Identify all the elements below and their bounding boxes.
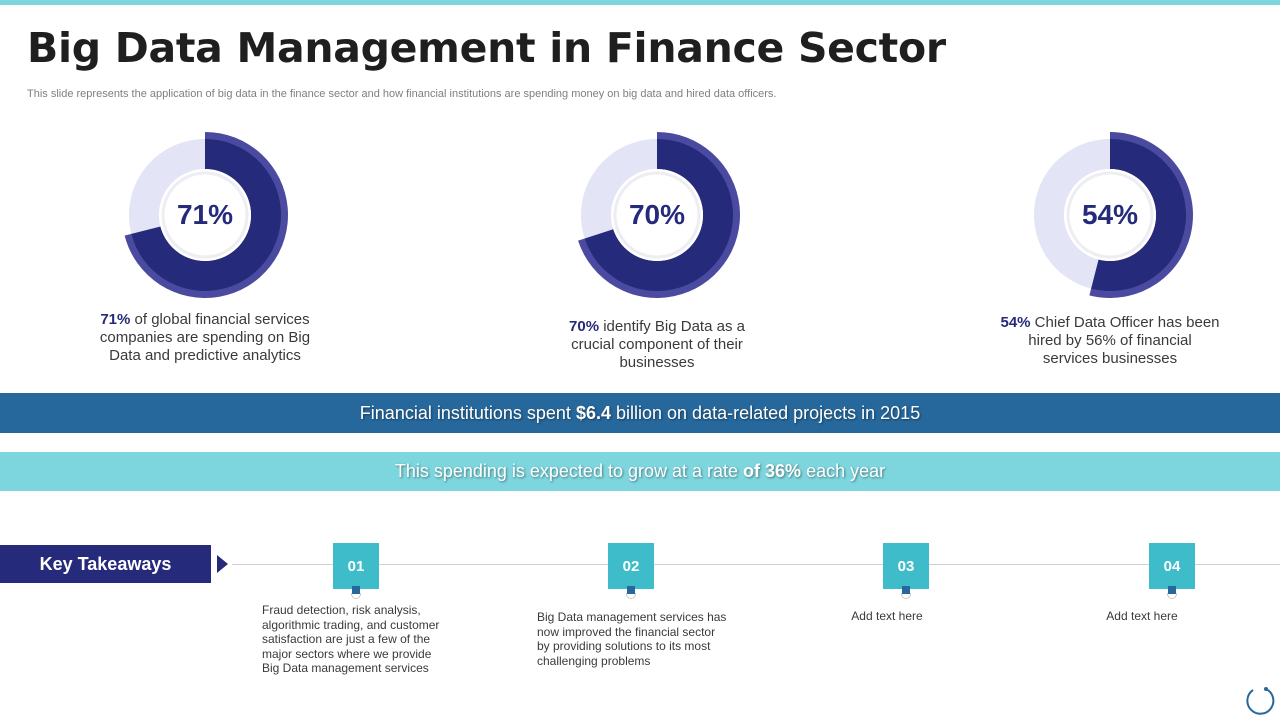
key-takeaways-label: Key Takeaways — [0, 545, 211, 583]
donut-caption-text-2: identify Big Data as a crucial component… — [571, 318, 745, 371]
step-dot-04 — [1168, 586, 1176, 594]
donut-3-remaining-slice — [1034, 139, 1110, 289]
spending-banner-post: billion on data-related projects in 2015 — [616, 402, 921, 423]
donut-caption-highlight-2: 70% — [569, 318, 600, 335]
donut-caption-text-1: of global financial services companies a… — [99, 311, 311, 364]
growth-banner: This spending is expected to grow at a r… — [0, 452, 1280, 491]
page-subtitle: This slide represents the application of… — [27, 88, 777, 100]
donut-svg-3 — [1034, 132, 1193, 298]
donut-1-inner-ring — [161, 171, 249, 259]
step-text-03: Add text here — [851, 609, 923, 623]
donut-chart-1: 71% — [115, 125, 295, 305]
donut-chart-2: 70% — [567, 125, 747, 305]
donut-2-hole — [611, 169, 703, 261]
step-number-02: 02 — [608, 543, 654, 589]
donut-1-value-slice — [131, 139, 281, 291]
timeline-line — [232, 564, 1280, 565]
donut-svg-1 — [124, 132, 288, 298]
step-dot-02 — [627, 586, 635, 594]
donut-1-remaining-slice — [129, 139, 205, 234]
donut-caption-highlight-3: 54% — [1000, 314, 1031, 331]
step-connector-04 — [1167, 593, 1177, 599]
step-dot-01 — [352, 586, 360, 594]
donut-2-remaining-slice — [581, 139, 657, 239]
donut-svg-2 — [578, 132, 740, 298]
step-number-04: 04 — [1149, 543, 1195, 589]
key-takeaways-arrow-icon — [217, 555, 228, 573]
spending-banner-pre: Financial institutions spent — [359, 402, 571, 423]
donut-1-hole — [159, 169, 251, 261]
donut-caption-text-3: Chief Data Officer has been hired by 56%… — [1028, 314, 1220, 367]
donut-3-value-slice — [1091, 139, 1186, 291]
step-number-03: 03 — [883, 543, 929, 589]
donut-3-hole — [1064, 169, 1156, 261]
donut-chart-3: 54% — [1020, 125, 1200, 305]
top-accent-strip — [0, 0, 1280, 5]
donut-caption-highlight-1: 71% — [100, 311, 131, 328]
growth-banner-pre: This spending is expected to grow at a r… — [394, 461, 739, 481]
donut-2-inner-ring — [613, 171, 701, 259]
donut-caption-2: 70% identify Big Data as a crucial compo… — [547, 318, 767, 372]
spending-banner-amount: $6.4 — [575, 402, 611, 423]
step-number-01: 01 — [333, 543, 379, 589]
spending-banner: Financial institutions spent $6.4 billio… — [0, 393, 1280, 433]
donut-3-inner-ring — [1066, 171, 1154, 259]
step-text-04: Add text here — [1106, 609, 1178, 623]
donut-caption-3: 54% Chief Data Officer has been hired by… — [1000, 314, 1220, 368]
step-dot-03 — [902, 586, 910, 594]
step-connector-01 — [351, 593, 361, 599]
page-title: Big Data Management in Finance Sector — [27, 24, 946, 72]
step-text-01: Fraud detection, risk analysis, algorith… — [262, 603, 440, 675]
step-text-02: Big Data management services has now imp… — [537, 610, 727, 668]
refresh-circle-icon[interactable] — [1244, 684, 1276, 716]
step-connector-03 — [901, 593, 911, 599]
growth-banner-post: each year — [806, 461, 886, 481]
step-connector-02 — [626, 593, 636, 599]
donut-2-value-slice — [584, 139, 733, 291]
growth-banner-rate: of 36% — [743, 461, 802, 481]
donut-caption-1: 71% of global financial services compani… — [95, 311, 315, 365]
